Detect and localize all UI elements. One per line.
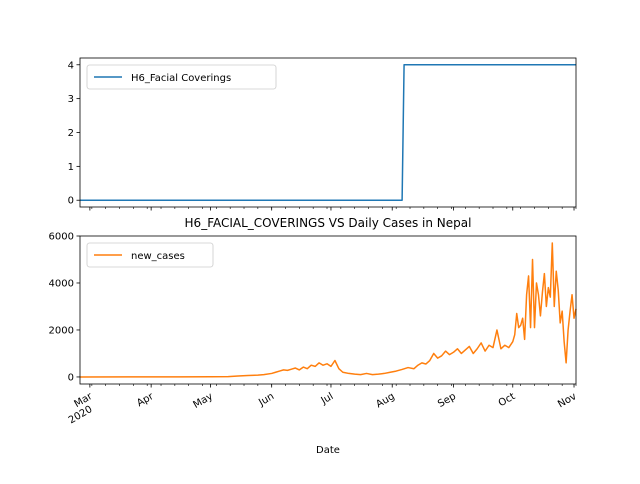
bottom-axes-frame xyxy=(79,235,577,385)
top-series-line-0 xyxy=(80,64,576,201)
bottom-x-tick-label: May xyxy=(192,391,215,411)
chart-title: H6_FACIAL_COVERINGS VS Daily Cases in Ne… xyxy=(185,216,472,230)
bottom-x-tick-label: Jul xyxy=(319,391,336,407)
bottom-x-tick-label: Apr xyxy=(135,391,156,410)
top-y-tick-label: 1 xyxy=(68,162,74,173)
bottom-x-tick-label: Oct xyxy=(497,391,518,409)
bottom-x-tick-label: Sep xyxy=(436,391,458,410)
x-axis-label: Date xyxy=(316,445,340,456)
top-legend-box xyxy=(86,64,277,90)
bottom-series-line-0 xyxy=(79,242,577,378)
top-y-tick-label: 2 xyxy=(68,128,74,139)
top-legend-label: H6_Facial Coverings xyxy=(131,73,231,84)
top-axes: 0 1 2 3 4 H6_Facial Coverings xyxy=(68,57,577,211)
bottom-y-tick-label: 2000 xyxy=(49,325,74,336)
bottom-y-tick-label: 6000 xyxy=(49,232,74,243)
top-y-tick-label: 3 xyxy=(68,94,74,105)
bottom-x-tick-label: Nov xyxy=(556,391,578,410)
bottom-y-tick-label: 0 xyxy=(68,372,74,383)
bottom-x-tick-label: Jun xyxy=(256,391,276,409)
top-y-tick-label: 0 xyxy=(68,196,74,207)
bottom-legend-label: new_cases xyxy=(131,251,185,262)
bottom-legend-box xyxy=(86,242,214,268)
top-y-tick-label: 4 xyxy=(68,60,74,71)
bottom-y-tick-label: 4000 xyxy=(49,278,74,289)
bottom-x-tick-label: Aug xyxy=(374,391,396,410)
